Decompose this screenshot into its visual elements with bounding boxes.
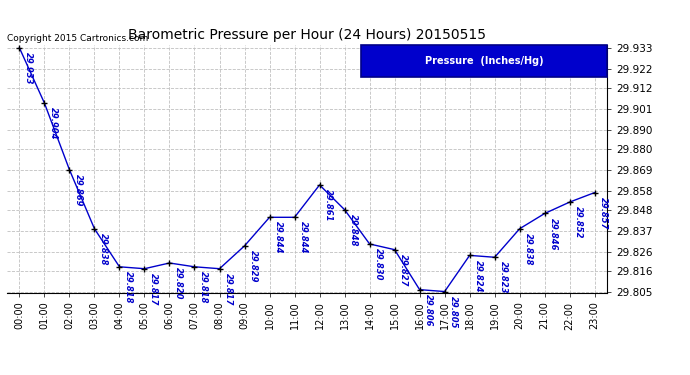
Text: Copyright 2015 Cartronics.com: Copyright 2015 Cartronics.com [7, 33, 148, 42]
Text: 29.817: 29.817 [148, 273, 157, 305]
Text: 29.848: 29.848 [348, 214, 357, 246]
Text: 29.933: 29.933 [23, 52, 32, 84]
Text: 29.838: 29.838 [99, 233, 108, 266]
Text: 29.820: 29.820 [174, 267, 183, 300]
Text: 29.838: 29.838 [524, 233, 533, 266]
FancyBboxPatch shape [361, 45, 607, 77]
Text: 29.823: 29.823 [499, 261, 508, 294]
Text: 29.852: 29.852 [574, 206, 583, 239]
Text: 29.844: 29.844 [299, 222, 308, 254]
Text: 29.846: 29.846 [549, 217, 558, 250]
Title: Barometric Pressure per Hour (24 Hours) 20150515: Barometric Pressure per Hour (24 Hours) … [128, 28, 486, 42]
Text: 29.818: 29.818 [199, 271, 208, 303]
Text: Pressure  (Inches/Hg): Pressure (Inches/Hg) [425, 56, 544, 66]
Text: 29.861: 29.861 [324, 189, 333, 222]
Text: 29.805: 29.805 [448, 296, 457, 328]
Text: 29.818: 29.818 [124, 271, 132, 303]
Text: 29.829: 29.829 [248, 250, 257, 282]
Text: 29.857: 29.857 [599, 197, 608, 229]
Text: 29.844: 29.844 [274, 222, 283, 254]
Text: 29.817: 29.817 [224, 273, 233, 305]
Text: 29.830: 29.830 [374, 248, 383, 280]
Text: 29.827: 29.827 [399, 254, 408, 286]
Text: 29.806: 29.806 [424, 294, 433, 326]
Text: 29.904: 29.904 [48, 107, 57, 140]
Text: 29.824: 29.824 [474, 260, 483, 292]
Text: 29.869: 29.869 [74, 174, 83, 206]
